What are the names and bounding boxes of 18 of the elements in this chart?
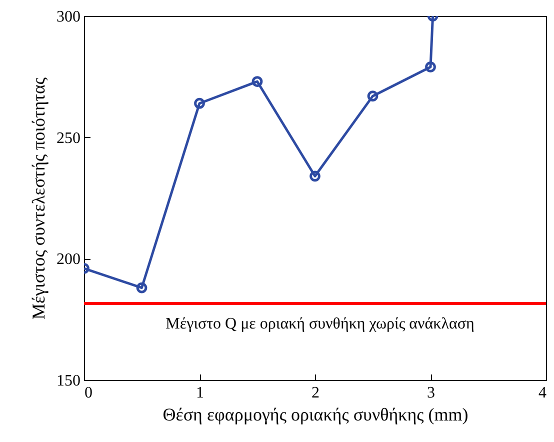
y-tick-label: 200 [56,251,80,268]
y-tick-label: 250 [56,130,80,147]
y-tick-label: 300 [56,8,80,26]
x-axis-title: Θέση εφαρμογής οριακής συνθήκης (mm) [162,404,468,424]
x-tick-label: 2 [312,384,320,402]
point [136,282,148,294]
point [310,170,320,182]
point [425,62,436,72]
point [367,90,378,102]
y-axis-title: Μέγιστος συντελεστής ποιότητας [28,77,48,320]
x-tick-label: 3 [427,384,435,402]
y-tick-label: 150 [56,372,80,390]
x-tick-label: 1 [196,384,204,402]
point [252,76,263,87]
x-tick-label: 4 [538,384,546,402]
x-tick-label: 0 [84,384,92,402]
ref-line-label: Μέγιστο Q με οριακή συνθήκη χωρίς ανάκλαση [166,316,474,333]
point [194,98,205,109]
